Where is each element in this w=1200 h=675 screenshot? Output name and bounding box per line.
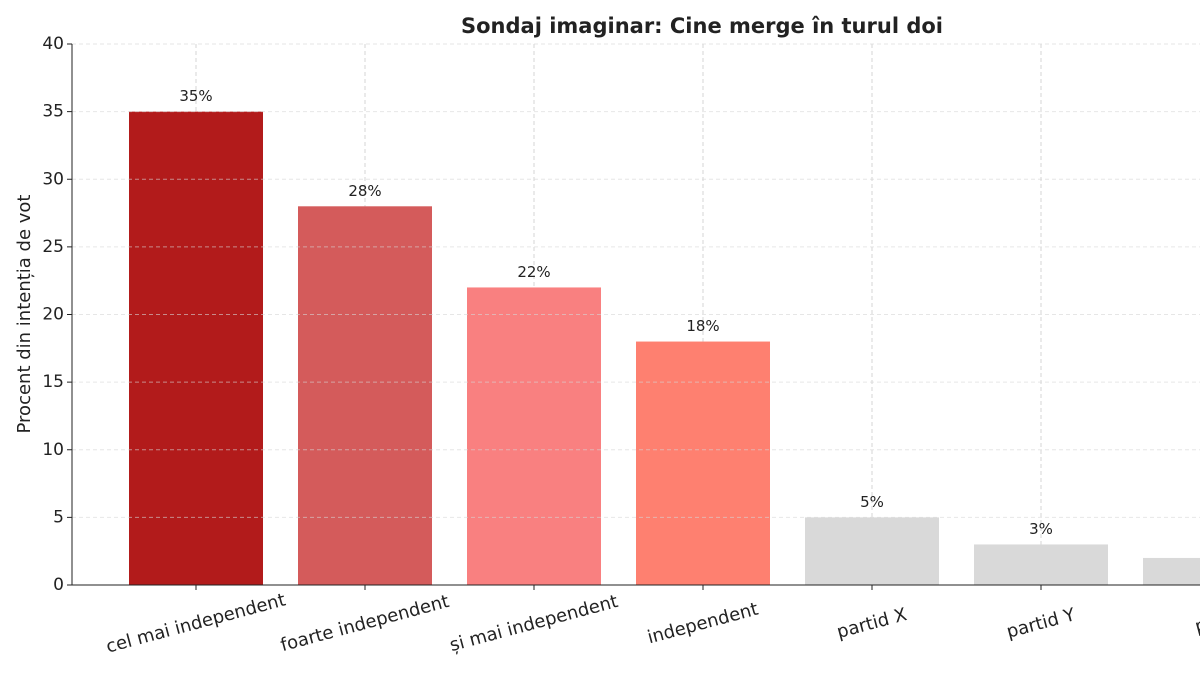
bars bbox=[129, 111, 1200, 586]
chart-title: Sondaj imaginar: Cine merge în turul doi bbox=[461, 14, 943, 38]
x-tick-label: par bbox=[1193, 609, 1200, 637]
bar bbox=[636, 341, 770, 585]
value-label: 18% bbox=[686, 317, 719, 335]
value-label: 3% bbox=[1029, 520, 1053, 538]
y-tick-label: 40 bbox=[42, 34, 64, 54]
y-tick-label: 30 bbox=[42, 169, 64, 189]
y-tick-label: 5 bbox=[53, 507, 64, 527]
bar bbox=[974, 544, 1108, 585]
y-tick-label: 10 bbox=[42, 440, 64, 460]
x-tick-label: cel mai independent bbox=[104, 589, 288, 657]
bar bbox=[129, 111, 263, 585]
y-tick-label: 35 bbox=[42, 102, 64, 122]
y-axis-label: Procent din intenția de vot bbox=[14, 195, 35, 434]
x-tick-label: partid X bbox=[835, 604, 909, 643]
value-label: 28% bbox=[348, 182, 381, 200]
value-label: 5% bbox=[860, 493, 884, 511]
bar bbox=[805, 517, 939, 585]
bar bbox=[298, 206, 432, 586]
y-tick-label: 15 bbox=[42, 372, 64, 392]
value-label: 22% bbox=[517, 263, 550, 281]
y-tick-label: 0 bbox=[53, 575, 64, 595]
y-tick-label: 25 bbox=[42, 237, 64, 257]
bar bbox=[1143, 557, 1200, 585]
value-label: 35% bbox=[179, 87, 212, 105]
bar bbox=[467, 287, 601, 585]
x-tick-label: și mai independent bbox=[448, 591, 621, 656]
x-tick-label: foarte independent bbox=[278, 591, 451, 656]
x-tick-label: independent bbox=[645, 599, 760, 649]
x-tick-label: partid Y bbox=[1004, 604, 1078, 643]
y-tick-label: 20 bbox=[42, 305, 64, 325]
